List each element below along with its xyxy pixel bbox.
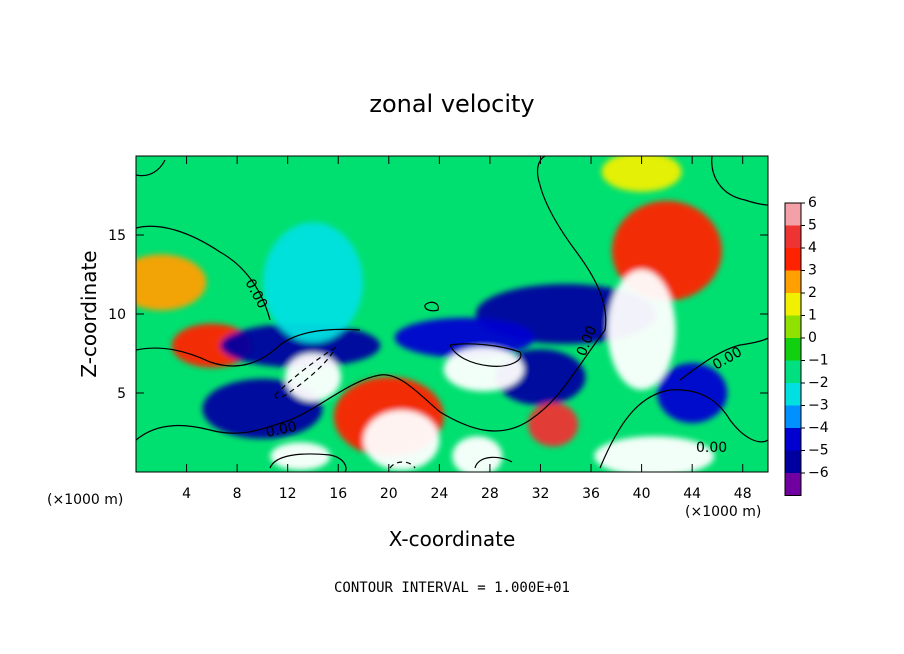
colorbar-label: 6 [808, 195, 817, 211]
contour-line [136, 156, 607, 441]
x-tick-label: 16 [329, 486, 347, 502]
x-tick-label: 32 [532, 486, 550, 502]
colorbar-label: −6 [808, 465, 829, 481]
field-feature-positive [270, 442, 331, 471]
field-feature-moderate [136, 254, 207, 311]
colorbar-swatch [785, 360, 801, 383]
colorbar-label: −1 [808, 353, 829, 369]
colorbar-label: −2 [808, 375, 829, 391]
zero-contours [136, 156, 768, 472]
field-feature-weak [601, 156, 682, 192]
colorbar-frame [784, 202, 802, 496]
field-feature-negative [657, 363, 728, 423]
contour-line [136, 159, 166, 177]
field-feature-positive [284, 353, 341, 402]
colorbar-swatch [785, 270, 801, 293]
x-tick-label: 40 [633, 486, 651, 502]
colorbar-swatch [785, 293, 801, 316]
contour-line [449, 343, 522, 367]
contour-line [269, 453, 347, 472]
colorbar-swatch [785, 450, 801, 473]
contour-line [474, 456, 513, 469]
colorbar-label: 4 [808, 240, 817, 256]
colorbar-label: 3 [808, 263, 817, 279]
y-tick-label: 5 [117, 386, 126, 402]
field-feature-moderate [528, 402, 579, 447]
colorbar-swatch [785, 338, 801, 361]
field-feature-negative [394, 317, 535, 358]
contour-line [424, 301, 439, 312]
contour-interval-note: CONTOUR INTERVAL = 1.000E+01 [334, 580, 570, 596]
contour-line [679, 337, 768, 381]
contour-line [136, 328, 361, 367]
field-feature-positive [594, 436, 715, 472]
contour-line [274, 346, 337, 399]
field-blobs [136, 156, 728, 472]
x-axis-title: X-coordinate [389, 527, 516, 551]
colorbar-label: 0 [808, 330, 817, 346]
field-feature-positive [607, 269, 676, 390]
x-tick-label: 28 [481, 486, 499, 502]
x-unit-right: (×1000 m) [685, 504, 761, 520]
x-tick-label: 36 [582, 486, 600, 502]
contour-label: 0.00 [696, 440, 727, 456]
x-tick-label: 44 [683, 486, 701, 502]
colorbar-label: 2 [808, 285, 817, 301]
colorbar: 6 5 4 3 2 1 0 −1 −2 −3 −4 −5 −6 [784, 195, 829, 496]
colorbar-label: 5 [808, 218, 817, 234]
colorbar-label: −4 [808, 420, 829, 436]
colorbar-swatch [785, 428, 801, 451]
y-tick-label: 10 [108, 307, 126, 323]
colorbar-label: 1 [808, 308, 817, 324]
field-feature-positive [363, 410, 440, 471]
field-feature-negative [202, 378, 323, 439]
x-unit-left: (×1000 m) [47, 492, 123, 508]
colorbar-label: −3 [808, 398, 829, 414]
x-tick-label: 8 [233, 486, 242, 502]
x-tick-label: 20 [380, 486, 398, 502]
plot-area: 0.00 0.00 0.00 0.00 0.00 [136, 156, 768, 472]
y-axis-ticks: 5 10 15 [108, 228, 768, 402]
x-tick-label: 12 [279, 486, 297, 502]
colorbar-swatch [785, 405, 801, 428]
chart-title: zonal velocity [369, 90, 534, 118]
field-feature-weak [262, 222, 363, 343]
field-feature-positive [443, 347, 524, 392]
colorbar-swatch [785, 248, 801, 271]
y-tick-label: 15 [108, 228, 126, 244]
colorbar-swatch [785, 203, 801, 226]
contour-line [136, 225, 271, 321]
colorbar-swatch [785, 473, 801, 496]
x-tick-label: 24 [430, 486, 448, 502]
colorbar-label: −5 [808, 443, 829, 459]
x-tick-label: 48 [734, 486, 752, 502]
colorbar-swatch [785, 315, 801, 338]
x-axis-ticks: 4 8 12 16 20 24 28 32 36 40 44 48 [182, 156, 752, 502]
contour-line [599, 389, 768, 469]
colorbar-swatch [785, 383, 801, 406]
contour-line [711, 156, 768, 206]
contour-label: 0.00 [265, 419, 299, 441]
field-feature-positive [452, 436, 503, 472]
y-axis-title: Z-coordinate [77, 250, 101, 377]
field-feature-negative [220, 323, 381, 368]
colorbar-swatch [785, 225, 801, 248]
x-tick-label: 4 [182, 486, 191, 502]
contour-line [389, 461, 416, 469]
